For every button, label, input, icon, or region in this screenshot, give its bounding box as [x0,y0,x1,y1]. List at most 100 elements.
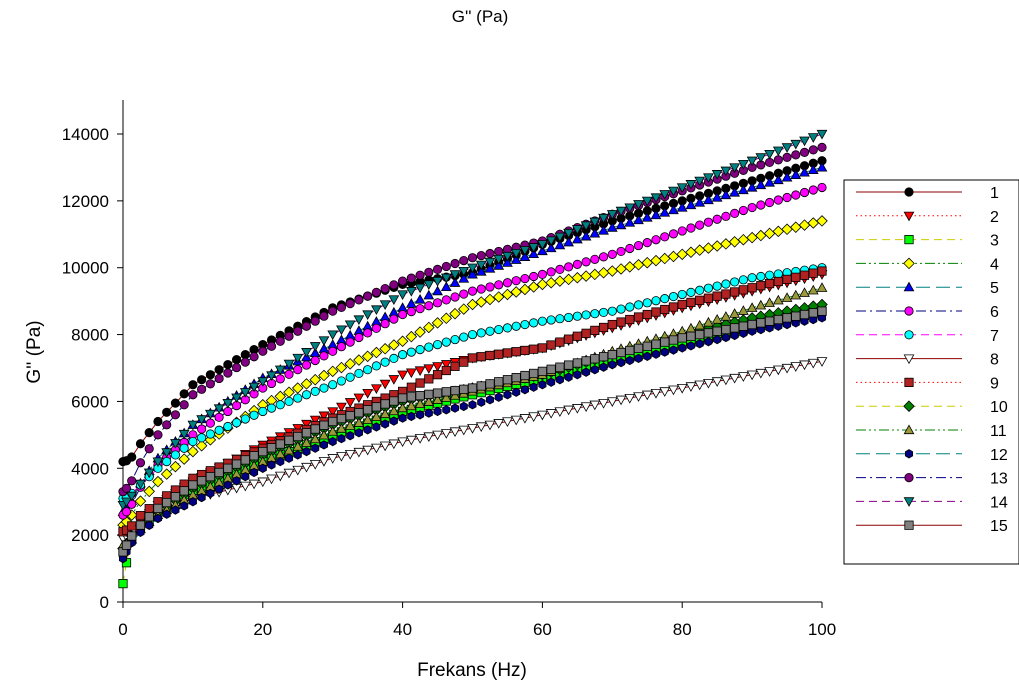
series-12-point [582,367,591,377]
series-4-point [737,233,750,246]
y-tick-label: 6000 [71,392,109,411]
series-8-point [598,398,609,409]
series-8-point [746,370,758,381]
series-14-point [274,365,286,376]
series-4-point [746,231,758,244]
series-15-point [730,323,740,333]
series-14-point [563,228,574,239]
series-12-point [215,484,224,494]
series-14-point [440,273,452,284]
series-15-point [354,408,364,418]
series-14-point [213,404,225,415]
series-13-point [258,346,268,356]
series-8-point [685,382,697,392]
series-6-point [581,257,591,267]
series-14-point [283,359,295,370]
series-9-point [677,299,687,310]
series-7-point [590,309,600,319]
series-15-point [546,364,556,374]
series-12-point [433,406,442,417]
series-15-point [485,379,495,389]
series-13-point [214,373,224,384]
series-7-point [616,304,626,314]
series-14-point [772,146,784,157]
series-7-point [249,410,259,420]
series-14-point [309,342,321,352]
series-15-point [572,358,582,368]
series-12-point [206,488,215,499]
series-14-point [405,287,417,297]
series-15-point [799,309,810,320]
legend-item-9: 9 [856,375,999,392]
series-12-point [564,372,573,382]
series-1-point [170,398,181,408]
series-7-point [459,332,469,342]
series-4-point [658,252,671,265]
series-6-point [293,365,303,375]
series-1-point [162,407,172,417]
series-12-point [669,345,678,355]
series-15-point [380,399,390,409]
series-6-point [686,223,696,233]
series-4-point [685,246,697,259]
series-12-point [197,492,206,503]
series-15-point [363,405,373,415]
series-15-point [616,347,626,358]
series-2-point [432,362,443,372]
series-13-point [485,248,495,259]
legend-marker [904,472,914,483]
series-15-point [415,390,425,401]
series-14-point [650,193,662,204]
series-11-point [685,322,697,333]
series-4-point [693,244,706,256]
plot-series-group [117,129,828,589]
series-8-point [737,372,749,382]
series-5-point [685,199,697,210]
series-6-point [389,314,399,324]
series-4-point [134,495,147,507]
series-5-point [764,176,775,187]
series-2-point [440,360,452,370]
series-11-point [327,425,339,436]
series-5-point [598,225,609,235]
series-9-point [773,276,783,287]
series-6-point [546,267,556,277]
series-6-line [122,187,823,516]
legend-item-5: 5 [856,280,999,297]
series-5-point [650,209,662,220]
series-7-point [441,337,451,347]
y-axis-label: G'' (Pa) [24,320,45,383]
series-2-point [301,419,312,430]
series-14-point [204,409,216,420]
series-1-point [205,370,215,380]
series-15-point [668,335,679,345]
series-11-point [807,284,819,295]
series-12-point [599,362,608,372]
series-14-point [353,315,365,326]
series-6-point [738,205,748,216]
series-7-point [424,342,434,352]
series-2-point [309,415,321,426]
y-tick-label: 10000 [62,259,109,278]
series-9-point [476,352,486,362]
series-11-point [755,299,767,310]
series-7-point [520,319,530,330]
series-8-point [502,417,513,428]
series-14-point [659,190,671,200]
series-13-point [319,311,329,321]
series-9-point [502,348,513,358]
legend-marker [903,497,915,507]
series-4-point [807,217,820,229]
series-15-point [310,424,320,434]
series-12-point [276,456,285,467]
series-4-point [510,286,522,298]
series-6-point [747,202,757,213]
series-7-point [179,443,189,453]
series-6-point [642,238,652,248]
series-12-point [354,428,363,438]
series-2-point [353,393,365,404]
legend-label: 4 [990,256,999,273]
legend-label: 12 [990,447,1008,464]
series-11-point [344,420,356,430]
series-12-point [590,365,599,375]
